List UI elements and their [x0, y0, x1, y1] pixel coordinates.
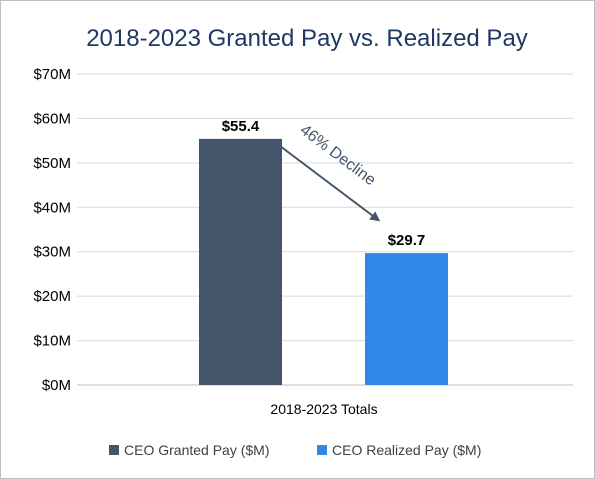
y-tick-label: $70M: [33, 66, 71, 83]
bar-realized-pay: [365, 253, 448, 385]
chart-title: 2018-2023 Granted Pay vs. Realized Pay: [86, 25, 528, 52]
x-category-label: 2018-2023 Totals: [270, 401, 377, 417]
y-tick-label: $0M: [42, 377, 71, 394]
data-labels: $55.4 $29.7: [222, 118, 426, 249]
legend-swatch: [109, 445, 119, 455]
annotation: 46% Decline: [279, 122, 381, 222]
y-tick-label: $40M: [33, 199, 71, 216]
y-axis-tick-labels: $0M $10M $20M $30M $40M $50M $60M $70M: [33, 66, 71, 394]
gridlines: [77, 73, 573, 386]
x-axis-category-labels: 2018-2023 Totals: [270, 401, 377, 417]
bar-granted-pay: [199, 138, 282, 385]
legend-entry: CEO Granted Pay ($M): [124, 442, 270, 458]
y-tick-label: $60M: [33, 110, 71, 127]
legend-entry: CEO Realized Pay ($M): [332, 442, 481, 458]
y-tick-label: $50M: [33, 155, 71, 172]
decline-arrow: [279, 145, 381, 222]
legend-swatch: [317, 445, 327, 455]
data-label: $29.7: [388, 232, 426, 249]
y-tick-label: $20M: [33, 288, 71, 305]
data-label: $55.4: [222, 118, 260, 135]
legend: CEO Granted Pay ($M) CEO Realized Pay ($M…: [109, 442, 481, 458]
y-tick-label: $10M: [33, 333, 71, 350]
bars: [199, 138, 448, 385]
y-tick-label: $30M: [33, 244, 71, 261]
decline-annotation: 46% Decline: [297, 122, 379, 190]
